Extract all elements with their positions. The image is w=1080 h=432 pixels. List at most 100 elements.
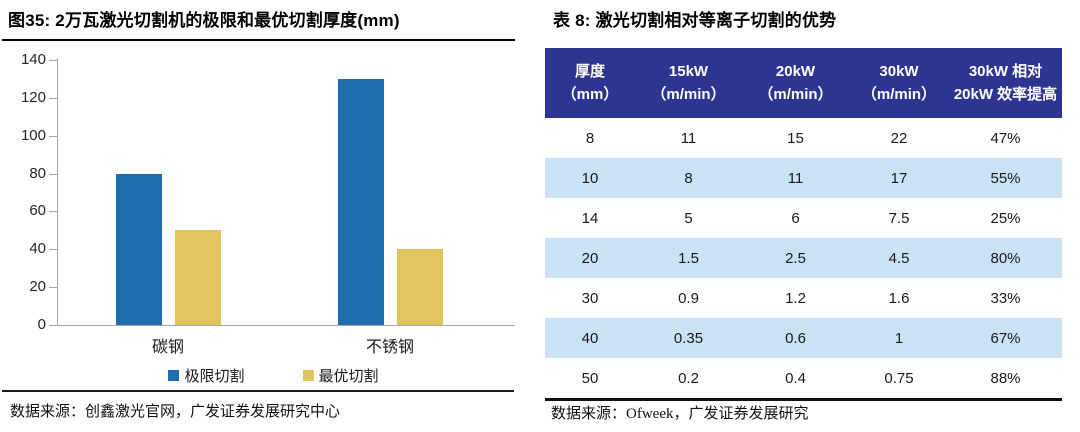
- table-cell: 25%: [990, 209, 1021, 227]
- y-axis-tick-label: 40: [29, 240, 46, 258]
- y-axis-tick-label: 60: [29, 202, 46, 220]
- table-cell: 2.5: [785, 249, 806, 267]
- x-axis-category-label: 碳钢: [151, 339, 184, 356]
- y-axis-tick-label: 0: [37, 316, 46, 333]
- table-header-line: 厚度: [574, 62, 605, 80]
- table-row: 20 1.5 2.5 4.5 80%: [545, 238, 1062, 278]
- table-cell: 6: [791, 209, 800, 227]
- table-header-line: 20kW 效率提高: [953, 86, 1058, 103]
- chart-title-rule: [2, 39, 515, 41]
- y-axis-tick-label: 100: [20, 126, 46, 144]
- y-axis-tick-mark: [49, 173, 57, 175]
- table-cell: 11: [680, 129, 697, 147]
- table-panel: 表 8: 激光切割相对等离子切割的优势 厚度 （mm） 15kW （m/min） 20k…: [545, 0, 1075, 432]
- chart-legend: 极限切割 最优切割: [57, 365, 490, 386]
- table-header-line: （m/min）: [758, 86, 833, 103]
- legend-label: 最优切割: [318, 369, 379, 385]
- table-header-cell: 厚度 （mm）: [545, 48, 635, 118]
- table-row: 8 11 15 22 47%: [545, 118, 1062, 158]
- table-header-row: 厚度 （mm） 15kW （m/min） 20kW （m/min） 30kW （m/min） 3…: [545, 48, 1062, 118]
- y-axis-tick-label: 120: [20, 88, 46, 106]
- table-row: 30 0.9 1.2 1.6 33%: [545, 278, 1062, 318]
- y-axis-tick-mark: [49, 287, 57, 289]
- table-source: 数据来源：Ofweek，广发证券发展研究: [551, 406, 809, 422]
- table-header-line: 30kW: [879, 62, 919, 80]
- chart-title: 图35: 2万瓦激光切割机的极限和最优切割厚度(mm): [8, 11, 400, 30]
- table-header-cell: 30kW （m/min）: [849, 48, 949, 118]
- chart-panel: 图35: 2万瓦激光切割机的极限和最优切割厚度(mm) 0 20 40 60 80 100…: [0, 0, 530, 432]
- table-cell: 15: [787, 129, 804, 147]
- table-cell: 1.6: [888, 289, 910, 307]
- table-cell: 67%: [990, 329, 1021, 347]
- table-cell: 11: [787, 169, 804, 187]
- legend-item-极限切割: 极限切割: [168, 365, 245, 386]
- x-axis-category-label: 不锈钢: [365, 339, 414, 356]
- table-cell: 40: [581, 329, 599, 347]
- y-axis-tick-mark: [49, 60, 57, 61]
- table-cell: 47%: [990, 129, 1021, 147]
- table-cell: 1.2: [785, 289, 806, 307]
- table-cell: 7.5: [888, 209, 910, 227]
- table-header-line: 30kW 相对: [968, 62, 1043, 80]
- bar-chart: 0 20 40 60 80 100 120 140 碳钢 不锈钢极限切割 最优切割: [0, 48, 515, 388]
- data-table: 厚度 （mm） 15kW （m/min） 20kW （m/min） 30kW （m/min） 3…: [545, 48, 1062, 401]
- table-cell: 20: [581, 249, 599, 267]
- y-axis-tick-label: 80: [29, 164, 46, 182]
- x-axis-line: [49, 325, 515, 326]
- table-cell: 14: [581, 209, 599, 227]
- y-axis-tick-mark: [49, 135, 57, 137]
- y-axis-tick-mark: [49, 249, 57, 251]
- table-cell: 4.5: [888, 249, 910, 267]
- bar-极限切割-不锈钢: [337, 78, 384, 325]
- bar-最优切割-碳钢: [174, 230, 221, 325]
- legend-item-最优切割: 最优切割: [302, 365, 379, 386]
- table-header-line: 20kW: [775, 62, 816, 80]
- table-row: 50 0.2 0.4 0.75 88%: [545, 358, 1062, 398]
- table-cell: 80%: [990, 249, 1021, 267]
- table-title: 表 8: 激光切割相对等离子切割的优势: [553, 11, 837, 30]
- table-bottom-border: [545, 398, 1062, 401]
- table-header-line: （m/min）: [861, 86, 937, 103]
- table-row: 10 8 11 17 55%: [545, 158, 1062, 198]
- y-axis-tick-label: 20: [29, 278, 46, 296]
- table-cell: 0.9: [678, 289, 699, 307]
- legend-label: 极限切割: [184, 369, 245, 385]
- bar-极限切割-碳钢: [115, 173, 162, 325]
- table-header-line: （mm）: [561, 86, 619, 103]
- y-axis-tick-mark: [49, 211, 57, 213]
- table-cell: 0.75: [884, 369, 914, 387]
- table-cell: 55%: [990, 169, 1021, 187]
- y-axis-tick-label: 140: [20, 51, 46, 68]
- table-cell: 17: [890, 169, 908, 187]
- table-cell: 22: [890, 129, 908, 147]
- table-cell: 1.5: [678, 249, 699, 267]
- table-cell: 1: [894, 329, 904, 347]
- chart-footer-rule: [2, 390, 514, 392]
- table-cell: 33%: [990, 289, 1021, 307]
- table-cell: 0.35: [673, 329, 704, 347]
- table-cell: 30: [581, 289, 599, 307]
- table-cell: 88%: [990, 369, 1021, 387]
- table-cell: 50: [581, 369, 599, 387]
- legend-swatch-icon: [168, 370, 180, 381]
- table-cell: 5: [684, 209, 693, 227]
- table-header-cell: 30kW 相对 20kW 效率提高: [949, 48, 1062, 118]
- table-cell: 8: [585, 129, 595, 147]
- bar-最优切割-不锈钢: [396, 249, 443, 325]
- table-header-line: 15kW: [668, 62, 709, 80]
- y-axis-line: [57, 58, 58, 325]
- table-cell: 0.6: [785, 329, 806, 347]
- table-cell: 8: [684, 169, 693, 187]
- table-cell: 0.4: [785, 369, 806, 387]
- table-row: 40 0.35 0.6 1 67%: [545, 318, 1062, 358]
- chart-source: 数据来源：创鑫激光官网，广发证券发展研究中心: [10, 404, 341, 420]
- table-cell: 0.2: [678, 369, 699, 387]
- y-axis-tick-mark: [49, 97, 57, 99]
- table-cell: 10: [581, 169, 599, 187]
- table-header-line: （m/min）: [651, 86, 726, 103]
- table-header-cell: 15kW （m/min）: [635, 48, 742, 118]
- table-header-cell: 20kW （m/min）: [742, 48, 849, 118]
- table-row: 14 5 6 7.5 25%: [545, 198, 1062, 238]
- legend-swatch-icon: [302, 370, 314, 381]
